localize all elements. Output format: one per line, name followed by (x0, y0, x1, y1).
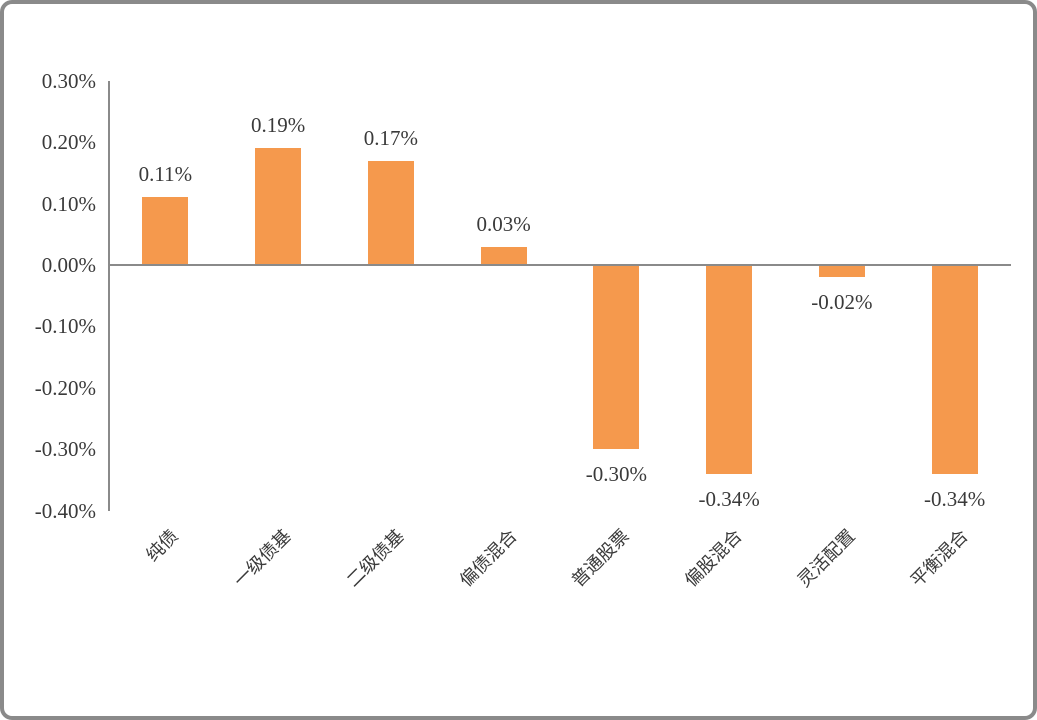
bar-value-label: 0.19% (251, 113, 306, 138)
bar-value-label: -0.30% (585, 462, 647, 487)
bar (367, 160, 414, 265)
x-category-label: 平衡混合 (906, 525, 972, 591)
bar (480, 246, 527, 265)
x-category-label: 偏股混合 (680, 525, 746, 591)
bar (706, 265, 753, 474)
y-axis-line (108, 80, 110, 511)
y-tick-label: 0.10% (41, 191, 96, 216)
x-category-label: 普通股票 (568, 525, 634, 591)
bar-value-label: -0.34% (698, 486, 760, 511)
bar (142, 197, 189, 265)
y-tick-label: -0.30% (34, 437, 96, 462)
zero-baseline (108, 264, 1011, 266)
bar (818, 265, 865, 278)
bar (593, 265, 640, 450)
y-tick-label: 0.20% (41, 130, 96, 155)
bar-chart: 0.30% 0.20% 0.10% 0.00% -0.10% -0.20% -0.30% -0… (4, 4, 1033, 716)
bar-value-label: 0.17% (363, 125, 418, 150)
bar-value-label: -0.02% (811, 290, 873, 315)
bar-value-label: 0.11% (138, 162, 193, 187)
x-category-label: 偏债混合 (455, 525, 521, 591)
bar-value-label: 0.03% (476, 211, 531, 236)
y-tick-label: 0.30% (41, 68, 96, 93)
x-category-label: 一级债基 (229, 525, 295, 591)
bar-value-label: -0.34% (924, 486, 986, 511)
y-tick-label: -0.40% (34, 498, 96, 523)
x-category-label: 二级债基 (342, 525, 408, 591)
bar (255, 148, 302, 265)
y-tick-label: -0.10% (34, 314, 96, 339)
bar (931, 265, 978, 474)
y-tick-label: 0.00% (41, 253, 96, 277)
y-tick-label: -0.20% (34, 375, 96, 400)
x-category-label: 灵活配置 (793, 525, 859, 591)
x-category-label: 纯债 (142, 525, 183, 566)
